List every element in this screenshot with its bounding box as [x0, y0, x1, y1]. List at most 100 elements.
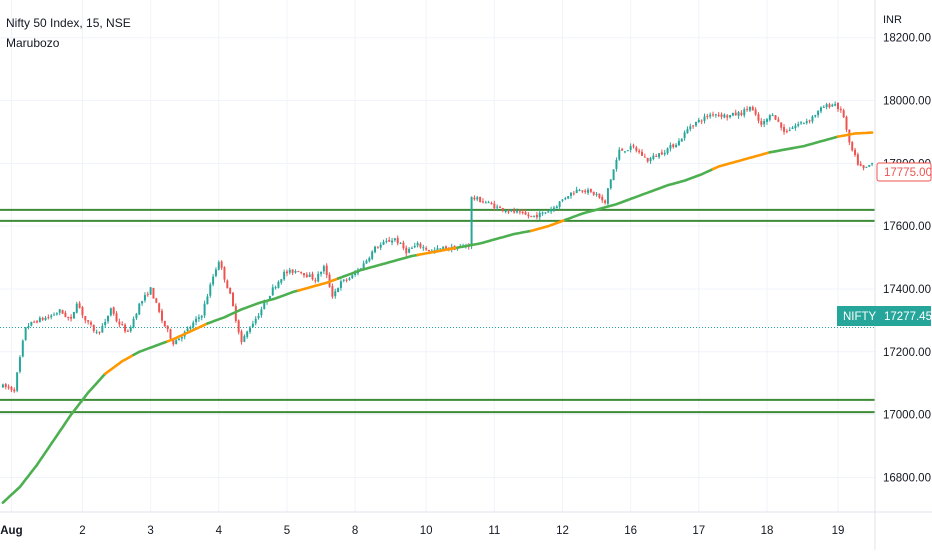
candle-body [21, 340, 24, 357]
candle-body [317, 273, 320, 282]
candle-body [115, 313, 118, 322]
candle-body [604, 200, 607, 203]
candle-body [192, 322, 195, 327]
candle-body [561, 199, 564, 201]
candle-body [180, 337, 183, 339]
candle-body [609, 179, 612, 189]
candle-body [274, 287, 277, 289]
candle-body [283, 271, 286, 280]
chart-legend: Nifty 50 Index, 15, NSE Marubozo [6, 13, 131, 53]
candle-body [291, 269, 294, 273]
candle-body [487, 202, 490, 204]
candle-body [36, 321, 38, 323]
candle-body [365, 260, 368, 264]
candle-body [285, 271, 288, 274]
candle-body [635, 147, 638, 151]
candle-body [712, 114, 715, 116]
y-tick-label: 17400.00 [883, 284, 931, 296]
candle-body [294, 271, 297, 273]
candle-body [38, 317, 41, 323]
ema-segment [103, 353, 135, 376]
candle-body [598, 193, 601, 198]
candle-body [374, 246, 377, 253]
horizontal-levels [0, 208, 875, 414]
candle-body [41, 317, 44, 320]
candle-body [436, 248, 439, 251]
ema-segment [563, 167, 715, 222]
candle-body [757, 114, 760, 121]
x-tick-label: 18 [761, 525, 774, 537]
candle-body [132, 318, 135, 328]
candle-body [354, 273, 357, 276]
candle-body [152, 288, 155, 299]
candle-body [445, 246, 448, 250]
x-tick-label: 2 [79, 525, 85, 537]
y-tick-label: 18000.00 [883, 96, 931, 108]
candle-body [314, 280, 317, 282]
candle-body [632, 145, 635, 147]
ema-segment [711, 151, 772, 171]
candle-body [109, 308, 112, 316]
candle-body [13, 389, 16, 392]
candle-body [797, 124, 800, 126]
candle-body [837, 103, 839, 110]
candle-body [175, 340, 178, 345]
candle-body [331, 286, 334, 297]
candle-body [555, 206, 558, 209]
candle-body [763, 121, 766, 125]
candle-body [251, 323, 254, 328]
time-axis[interactable]: Aug 2 3 4 5 8 10 11 12 16 17 18 19 [0, 511, 932, 537]
candle-body [419, 243, 422, 248]
candle-body [342, 279, 345, 281]
candle-body [606, 188, 609, 204]
candle-body [1, 384, 4, 388]
candle-body [601, 196, 604, 201]
candle-body [694, 121, 697, 126]
candle-body [567, 196, 570, 199]
y-tick-label: 16800.00 [883, 472, 931, 484]
candle-body [550, 209, 553, 212]
candle-body [311, 273, 314, 280]
candle-body [746, 108, 749, 110]
candle-body [280, 279, 283, 283]
candle-body [476, 197, 479, 200]
candle-body [692, 125, 695, 127]
candle-body [305, 274, 308, 277]
candle-body [811, 116, 814, 122]
candle-body [663, 152, 666, 155]
chart-title: Nifty 50 Index, 15, NSE [6, 16, 131, 30]
candle-body [470, 196, 473, 247]
candle-body [135, 313, 138, 319]
candle-body [246, 331, 249, 337]
candle-body [155, 298, 158, 303]
candle-body [442, 246, 445, 250]
candle-body [112, 307, 115, 314]
candle-body [277, 281, 280, 288]
candle-body [169, 329, 172, 339]
candle-body [427, 249, 430, 251]
candle-body [195, 318, 198, 323]
candle-body [570, 192, 572, 196]
candle-body [564, 198, 567, 200]
price-axis[interactable]: INR 18200.0018000.0017800.0017600.001740… [874, 0, 931, 550]
candle-body [64, 312, 67, 317]
candle-body [300, 272, 303, 274]
candle-body [575, 189, 578, 193]
candle-body [55, 313, 58, 315]
candle-body [308, 274, 311, 278]
candle-body [771, 115, 774, 117]
candle-body [587, 189, 590, 193]
tag-price-text: 17775.00 [884, 167, 932, 179]
ema-line [1, 131, 874, 504]
candle-body [774, 115, 777, 120]
candle-body [629, 146, 632, 150]
candle-body [226, 280, 229, 289]
ema-segment [1, 372, 107, 504]
candle-body [178, 338, 181, 341]
candle-body [814, 115, 817, 117]
candle-body [589, 188, 592, 192]
candle-body [337, 288, 340, 293]
y-tick-label: 17000.00 [883, 410, 931, 422]
